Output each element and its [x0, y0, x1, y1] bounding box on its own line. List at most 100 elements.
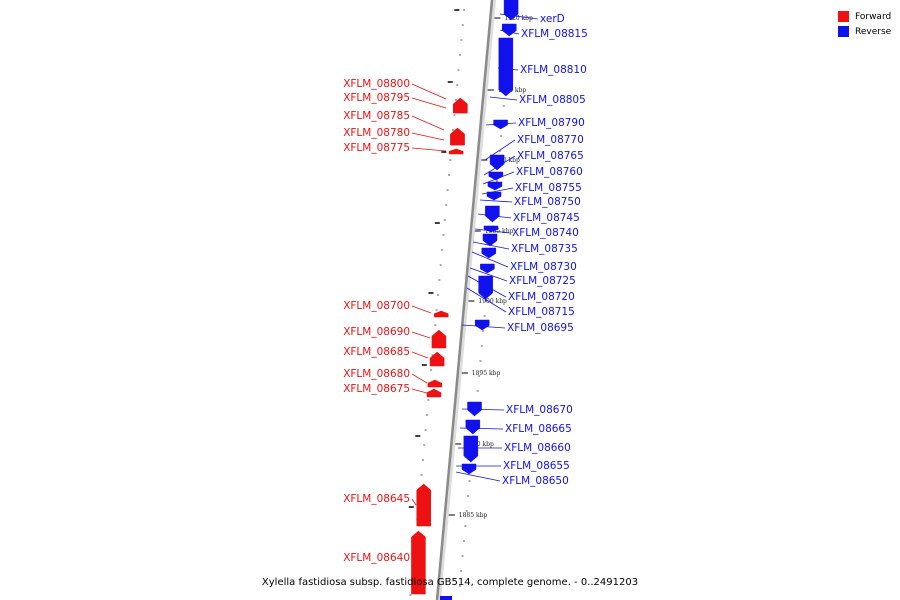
reverse-gene-label[interactable]: XFLM_08730 [510, 261, 577, 273]
forward-gene-leader [411, 373, 428, 384]
reverse-gene-arrow[interactable] [463, 435, 479, 463]
reverse-gene-label[interactable]: XFLM_08665 [505, 423, 572, 435]
reverse-gene-label[interactable]: XFLM_08765 [517, 150, 584, 162]
legend-reverse-label: Reverse [855, 26, 892, 37]
forward-gene-arrow[interactable] [427, 379, 443, 388]
forward-gene-leader [411, 132, 445, 141]
reverse-gene-arrow[interactable] [478, 275, 493, 300]
reverse-gene-arrow[interactable] [498, 37, 514, 97]
reverse-gene-arrow[interactable] [440, 596, 452, 600]
forward-gene-leader [411, 388, 428, 394]
reverse-gene-label[interactable]: XFLM_08735 [511, 243, 578, 255]
scale-label: 1895 kbp [472, 370, 501, 377]
forward-gene-label[interactable]: XFLM_08645 [343, 493, 410, 505]
reverse-gene-label[interactable]: XFLM_08740 [512, 227, 579, 239]
reverse-gene-label[interactable]: XFLM_08650 [502, 475, 569, 487]
reverse-gene-arrow[interactable] [461, 463, 477, 475]
forward-gene-arrow[interactable] [448, 148, 464, 155]
reverse-gene-arrow[interactable] [481, 247, 497, 259]
reverse-gene-label[interactable]: XFLM_08810 [520, 64, 587, 76]
reverse-gene-label[interactable]: XFLM_08720 [508, 291, 575, 303]
reverse-gene-leader [485, 122, 517, 126]
reverse-gene-label[interactable]: XFLM_08750 [514, 196, 581, 208]
forward-gene-label[interactable]: XFLM_08775 [343, 142, 410, 154]
legend: Forward Reverse [838, 9, 900, 39]
reverse-gene-leader [477, 213, 512, 219]
reverse-gene-label[interactable]: XFLM_08745 [513, 212, 580, 224]
forward-gene-arrow[interactable] [453, 97, 468, 114]
reverse-gene-label[interactable]: XFLM_08790 [518, 117, 585, 129]
reverse-gene-label[interactable]: XFLM_08815 [521, 28, 588, 40]
reverse-gene-leader [499, 13, 539, 20]
reverse-gene-arrow[interactable] [486, 191, 502, 201]
forward-gene-arrow[interactable] [416, 483, 431, 527]
forward-gene-label[interactable]: XFLM_08795 [343, 92, 410, 104]
reverse-gene-leader [461, 324, 506, 329]
legend-reverse[interactable]: Reverse [838, 24, 900, 39]
forward-gene-leader [411, 305, 432, 314]
forward-gene-label[interactable]: XFLM_08800 [343, 78, 410, 90]
reverse-gene-label[interactable]: xerD [540, 13, 565, 25]
reverse-gene-label[interactable]: XFLM_08805 [519, 94, 586, 106]
reverse-gene-arrow[interactable] [487, 181, 503, 191]
forward-gene-arrow[interactable] [450, 127, 465, 146]
reverse-gene-leader [471, 251, 509, 268]
reverse-gene-leader [467, 275, 507, 298]
reverse-gene-label[interactable]: XFLM_08755 [515, 182, 582, 194]
forward-gene-label[interactable]: XFLM_08780 [343, 127, 410, 139]
reverse-gene-label[interactable]: XFLM_08715 [508, 306, 575, 318]
reverse-gene-arrow[interactable] [465, 419, 481, 435]
reverse-gene-label[interactable]: XFLM_08670 [506, 404, 573, 416]
reverse-gene-leader [497, 67, 519, 71]
reverse-gene-label[interactable]: XFLM_08770 [517, 134, 584, 146]
forward-gene-leader [411, 115, 445, 131]
forward-gene-label[interactable]: XFLM_08700 [343, 300, 410, 312]
forward-gene-leader [411, 147, 447, 152]
forward-gene-leader [411, 83, 447, 100]
reverse-gene-leader [466, 287, 507, 313]
reverse-gene-label[interactable]: XFLM_08760 [516, 166, 583, 178]
reverse-gene-arrow[interactable] [485, 205, 500, 223]
scale-label: 1920 kbp [504, 15, 533, 22]
forward-gene-leader [411, 97, 447, 109]
reverse-gene-arrow[interactable] [489, 154, 505, 171]
genome-axis-shadow [437, 0, 496, 600]
reverse-gene-leader [459, 427, 504, 430]
scale-label: 1885 kbp [459, 512, 488, 519]
forward-gene-leader [411, 498, 417, 506]
reverse-gene-label[interactable]: XFLM_08725 [509, 275, 576, 287]
forward-gene-label[interactable]: XFLM_08690 [343, 326, 410, 338]
forward-gene-label[interactable]: XFLM_08675 [343, 383, 410, 395]
scale-label: 1890 kbp [465, 441, 494, 448]
forward-gene-arrow[interactable] [429, 351, 445, 367]
reverse-gene-arrow[interactable] [480, 263, 495, 274]
forward-gene-arrow[interactable] [433, 310, 449, 318]
reverse-gene-label[interactable]: XFLM_08660 [504, 442, 571, 454]
forward-gene-label[interactable]: XFLM_08685 [343, 346, 410, 358]
reverse-gene-arrow[interactable] [474, 319, 490, 331]
reverse-gene-label[interactable]: XFLM_08695 [507, 322, 574, 334]
reverse-gene-arrow[interactable] [502, 23, 517, 37]
scale-label: 1900 kbp [478, 298, 507, 305]
reverse-gene-leader [461, 408, 505, 411]
reverse-gene-leader [483, 155, 516, 176]
reverse-gene-label[interactable]: XFLM_08655 [503, 460, 570, 472]
forward-gene-leader [411, 557, 417, 564]
forward-gene-arrow[interactable] [411, 530, 426, 595]
forward-gene-leader [411, 331, 431, 339]
forward-gene-arrow[interactable] [426, 388, 442, 398]
forward-gene-arrow[interactable] [431, 329, 447, 349]
forward-gene-label[interactable]: XFLM_08680 [343, 368, 410, 380]
reverse-gene-leader [479, 199, 513, 203]
reverse-gene-arrow[interactable] [482, 233, 498, 247]
forward-gene-label[interactable]: XFLM_08785 [343, 110, 410, 122]
reverse-gene-leader [499, 29, 520, 35]
reverse-gene-leader [469, 267, 508, 282]
genome-caption: Xylella fastidiosa subsp. fastidiosa GB5… [261, 577, 639, 588]
reverse-gene-leader [472, 241, 510, 250]
forward-gene-label[interactable]: XFLM_08640 [343, 552, 410, 564]
legend-forward-label: Forward [855, 11, 892, 22]
legend-forward[interactable]: Forward [838, 9, 900, 24]
reverse-gene-leader [489, 96, 518, 101]
